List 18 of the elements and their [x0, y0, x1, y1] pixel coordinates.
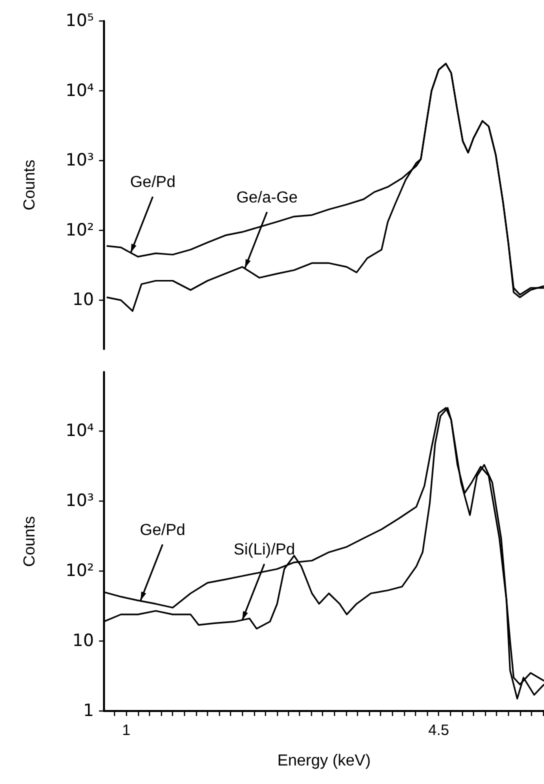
y-tick-label: 10² — [66, 220, 94, 240]
x-axis-title: Energy (keV) — [277, 752, 371, 770]
y-tick-label: 10⁵ — [66, 11, 94, 31]
x-tick-label: 4.5 — [428, 722, 450, 739]
annotation: Ge/a-Ge — [236, 189, 298, 206]
y-tick-label: 10² — [66, 561, 94, 582]
y-tick-label: 10³ — [66, 491, 94, 512]
y-axis-title: Counts — [22, 160, 38, 210]
annotation: Ge/Pd — [140, 522, 186, 539]
y-tick-label: 10 — [72, 631, 94, 652]
annotation: Si(Li)/Pd — [234, 541, 296, 558]
annotation: Ge/Pd — [130, 174, 176, 192]
y-tick-label: 10⁴ — [66, 421, 94, 442]
y-tick-label: 10⁴ — [66, 80, 94, 101]
y-tick-label: 1 — [83, 701, 94, 721]
y-tick-label: 10 — [72, 290, 94, 310]
y-tick-label: 10³ — [66, 150, 94, 171]
y-axis-title: Counts — [22, 516, 38, 567]
